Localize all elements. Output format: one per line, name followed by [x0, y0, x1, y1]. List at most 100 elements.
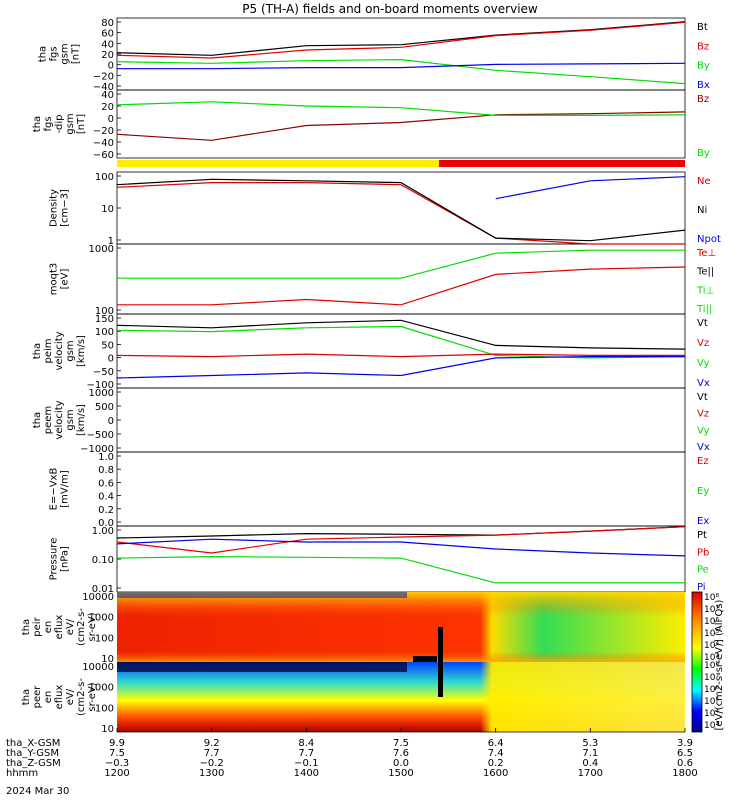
series-p3-Ne [116, 182, 685, 245]
panel-frame [116, 89, 686, 159]
legend-entry: Ni [697, 205, 707, 216]
ytick-label: −500 [87, 430, 114, 441]
ylabel-line: eflux [54, 615, 65, 640]
legend-entry: Pe [697, 565, 709, 576]
ylabel-line: E=−VxB [49, 468, 60, 511]
ylabel-line: [eV] [60, 269, 71, 290]
ytick-label: 0 [108, 61, 114, 72]
ytick-label: 80 [101, 18, 114, 29]
ytick-label: 1000 [89, 244, 114, 255]
colorbar-tick: 10⁸ [704, 661, 719, 671]
series-p1-Bz [116, 21, 686, 59]
ytick-label: 20 [101, 50, 114, 61]
ylabel-line: [nT] [71, 44, 82, 64]
panel-p8: Pressure [nPa] 1.00 0.10 0.01 Pt Pb Pe Pi [49, 525, 709, 595]
xaxis-value: 7.7 [298, 748, 314, 759]
legend-entry: Bz [697, 94, 709, 105]
ytick-label: −100 [87, 380, 114, 391]
ylabel-line: velocity [54, 331, 65, 370]
ytick-label: 1000 [89, 683, 114, 694]
xaxis-value: 0.6 [677, 758, 693, 769]
xaxis-row-label: tha_Y-GSM [6, 748, 59, 759]
ytick-label: 100 [95, 633, 114, 644]
xaxis-value: 3.9 [677, 738, 693, 749]
colorbar-tick: 10⁷ [704, 673, 719, 683]
ytick-label: 0.01 [92, 584, 114, 595]
ylabel-line: eflux [54, 685, 65, 710]
legend-entry: Pb [697, 547, 709, 558]
series-p2-By [116, 101, 686, 116]
ytick-label: 0.8 [98, 465, 114, 476]
legend-entry: Vt [697, 392, 708, 403]
ytick-label: 1000 [89, 613, 114, 624]
ytick-label: −60 [93, 150, 114, 161]
series-p4-Te⊥ [117, 266, 686, 306]
ytick-label: 0.2 [98, 505, 114, 516]
series-p3-Npot [495, 176, 686, 200]
xaxis-value: 7.4 [488, 748, 504, 759]
ylabel-line: sr-eV) [87, 612, 98, 641]
colorbar-tick: 10³ [704, 653, 719, 663]
ytick-label: 500 [95, 402, 114, 413]
xaxis-value: 0.0 [393, 758, 409, 769]
panel-p6: tha peem velocity gsm [km/s]1000 500 0 −500 −100… [32, 387, 710, 455]
xaxis-value: 0.2 [488, 758, 504, 769]
legend-entry: Vx [697, 442, 710, 453]
x-axis: tha_X-GSM 9.9 9.2 8.4 7.5 6.4 5.3 3.9 tha_Y-GSM 7… [6, 728, 698, 779]
ion-spectrogram [117, 592, 685, 662]
ytick-label: −40 [93, 82, 114, 93]
legend-entry: Ey [697, 486, 709, 497]
ylabel-line: sr-eV) [87, 682, 98, 711]
series-p4-Ti⊥ [117, 249, 685, 279]
ytick-label: 0 [108, 354, 114, 365]
legend-entry: Vz [697, 409, 709, 420]
xaxis-value: 9.2 [204, 738, 220, 749]
ytick-label: 0.10 [92, 555, 114, 566]
legend-entry: Vy [697, 358, 710, 369]
xaxis-value: 6.4 [488, 738, 504, 749]
ylabel-line: eV/ [65, 688, 76, 705]
xaxis-value: 1400 [294, 768, 319, 779]
ylabel-line: en [43, 621, 54, 634]
series-p1-By [116, 58, 686, 85]
legend-entry: Vy [697, 425, 710, 436]
xaxis-value: 7.1 [582, 748, 598, 759]
series-p5-Vy [116, 325, 686, 359]
ylabel-line: peim [43, 338, 54, 363]
xaxis-row-label: tha_Z-GSM [6, 758, 61, 769]
legend-entry: Ti⊥ [696, 285, 714, 296]
ytick-label: 40 [101, 90, 114, 101]
colorbar-tick: 10⁵ [704, 697, 719, 707]
panel-p9: tha peir en eflux eV/(cm2-s-sr-eV) 10000 1000 1… [21, 592, 121, 665]
ylabel-line: fgs [49, 46, 60, 61]
ytick-label: 10000 [82, 592, 114, 603]
legend-entry: Te|| [696, 267, 714, 278]
ylabel-line: eV/ [65, 618, 76, 635]
mode-bar-yellow [117, 160, 439, 167]
ytick-label: −1000 [80, 444, 114, 455]
ylabel-line: gsm [65, 409, 76, 430]
ylabel-line: moqt3 [49, 263, 60, 296]
ylabel-line: [km/s] [76, 335, 87, 367]
xaxis-value: 7.5 [109, 748, 125, 759]
ytick-label: 10 [101, 724, 114, 735]
ylabel-line: gsm [65, 340, 76, 361]
xaxis-value: 0.4 [582, 758, 598, 769]
legend-entry: By [697, 61, 710, 72]
xaxis-value: −0.1 [294, 758, 318, 769]
panel-p5: tha peim velocity gsm [km/s] 150 100 50 0 −50 −100… [32, 313, 710, 391]
ylabel-line: (cm2-s- [76, 678, 87, 716]
series-p8-Pb [116, 526, 686, 554]
series-p5-Vz [116, 353, 685, 358]
ytick-label: 20 [101, 102, 114, 113]
ytick-label: 10 [101, 204, 114, 215]
xaxis-value: 9.9 [109, 738, 125, 749]
xaxis-value: 7.7 [204, 748, 220, 759]
ylabel-line: peer [32, 685, 43, 709]
series-p5-Vt [116, 319, 686, 350]
xaxis-value: 1600 [483, 768, 508, 779]
xaxis-row-label: hhmm [6, 768, 38, 779]
